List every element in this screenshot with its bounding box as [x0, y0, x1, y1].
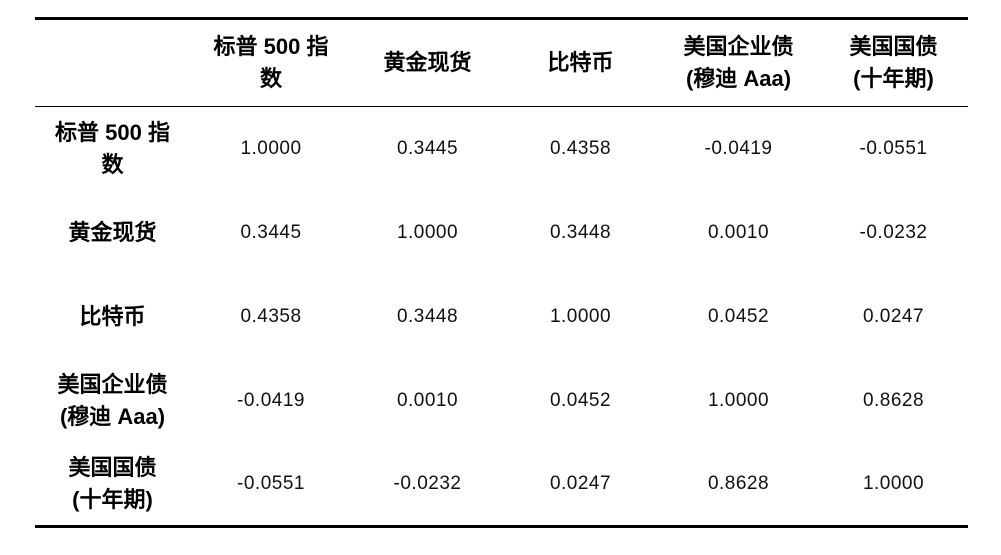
value-cell: 0.0452 — [549, 389, 612, 411]
correlation-table: 标普 500 指数黄金现货 比特币 美国企业债 (穆迪 Aaa) 美国国债 (十年期) 标… — [35, 17, 968, 528]
row-label: 标普 500 指数 — [35, 107, 190, 191]
column-header-line: (十年期) — [853, 66, 934, 91]
value-cell: 0.0452 — [707, 305, 770, 327]
value-cell: 1.0000 — [549, 305, 612, 327]
row-label-line: 美国企业债 — [57, 371, 168, 397]
table-header: 标普 500 指数 黄金现货 比特币 美国企业债 (穆迪 Aaa) 美国国债 (十年期) — [35, 18, 968, 107]
value-cell: -0.0551 — [237, 472, 305, 494]
value-cell: 1.0000 — [240, 137, 302, 159]
table-row: 比特币 0.4358 0.3448 1.0000 0.0452 0.0247 — [35, 275, 968, 359]
value-cell: -0.0232 — [859, 221, 928, 243]
value-cell: -0.0419 — [704, 137, 773, 159]
column-header-line: 标普 500 指 — [213, 34, 329, 59]
value-cell: 0.3448 — [549, 221, 612, 243]
column-header-line: 数 — [259, 66, 282, 91]
value-cell: 0.3448 — [396, 305, 459, 327]
column-header: 美国企业债 (穆迪 Aaa) — [658, 18, 819, 107]
row-label-line: (十年期) — [72, 486, 153, 512]
row-label-line: 美国国债 — [68, 454, 157, 480]
value-cell: 1.0000 — [707, 389, 770, 411]
column-header: 比特币 — [503, 18, 658, 107]
table-body: 标普 500 指数 1.0000 0.3445 0.4358 -0.0419 -0.055… — [35, 107, 968, 527]
value-cell: 0.4358 — [549, 137, 612, 159]
value-cell: 0.3445 — [240, 221, 302, 243]
table-row: 美国企业债 (穆迪 Aaa) -0.0419 0.0010 0.0452 1.0000 0.… — [35, 359, 968, 443]
value-cell: 0.0010 — [396, 389, 459, 411]
value-cell: 0.0247 — [549, 472, 612, 494]
value-cell: 0.8628 — [707, 472, 770, 494]
value-cell: 1.0000 — [862, 472, 925, 494]
value-cell: 0.4358 — [240, 305, 302, 327]
column-header: 美国国债 (十年期) — [819, 18, 968, 107]
value-cell: 0.0247 — [862, 305, 925, 327]
row-label: 比特币 — [35, 275, 190, 359]
value-cell: 0.0010 — [707, 221, 770, 243]
header-row: 标普 500 指数 黄金现货 比特币 美国企业债 (穆迪 Aaa) 美国国债 (十年期) — [35, 18, 968, 107]
column-header-line: 美国国债 — [849, 34, 938, 59]
row-label-line: 黄金现货 — [68, 219, 157, 245]
row-label: 美国企业债 (穆迪 Aaa) — [35, 359, 190, 443]
column-header-line: (穆迪 Aaa) — [685, 66, 792, 91]
column-header: 黄金现货 — [352, 18, 503, 107]
corner-cell — [35, 18, 190, 107]
value-cell: -0.0419 — [237, 389, 305, 411]
column-header-line: 比特币 — [547, 50, 614, 75]
value-cell: -0.0232 — [393, 472, 462, 494]
row-label: 黄金现货 — [35, 191, 190, 275]
table-row: 黄金现货 0.3445 1.0000 0.3448 0.0010 -0.0232 — [35, 191, 968, 275]
row-label-line: (穆迪 Aaa) — [59, 403, 166, 429]
column-header: 标普 500 指数 — [190, 18, 352, 107]
row-label: 美国国债 (十年期) — [35, 443, 190, 527]
column-header-line: 美国企业债 — [683, 34, 794, 59]
value-cell: -0.0551 — [859, 137, 928, 159]
row-label-line: 数 — [101, 151, 124, 177]
table-row: 美国国债 (十年期) -0.0551 -0.0232 0.0247 0.8628 1.000… — [35, 443, 968, 527]
column-header-line: 黄金现货 — [383, 50, 472, 75]
row-label-line: 标普 500 指 — [55, 119, 170, 145]
value-cell: 0.8628 — [862, 389, 925, 411]
row-label-line: 比特币 — [79, 303, 146, 329]
table-row: 标普 500 指数 1.0000 0.3445 0.4358 -0.0419 -0.055… — [35, 107, 968, 191]
value-cell: 0.3445 — [396, 137, 459, 159]
value-cell: 1.0000 — [396, 221, 459, 243]
